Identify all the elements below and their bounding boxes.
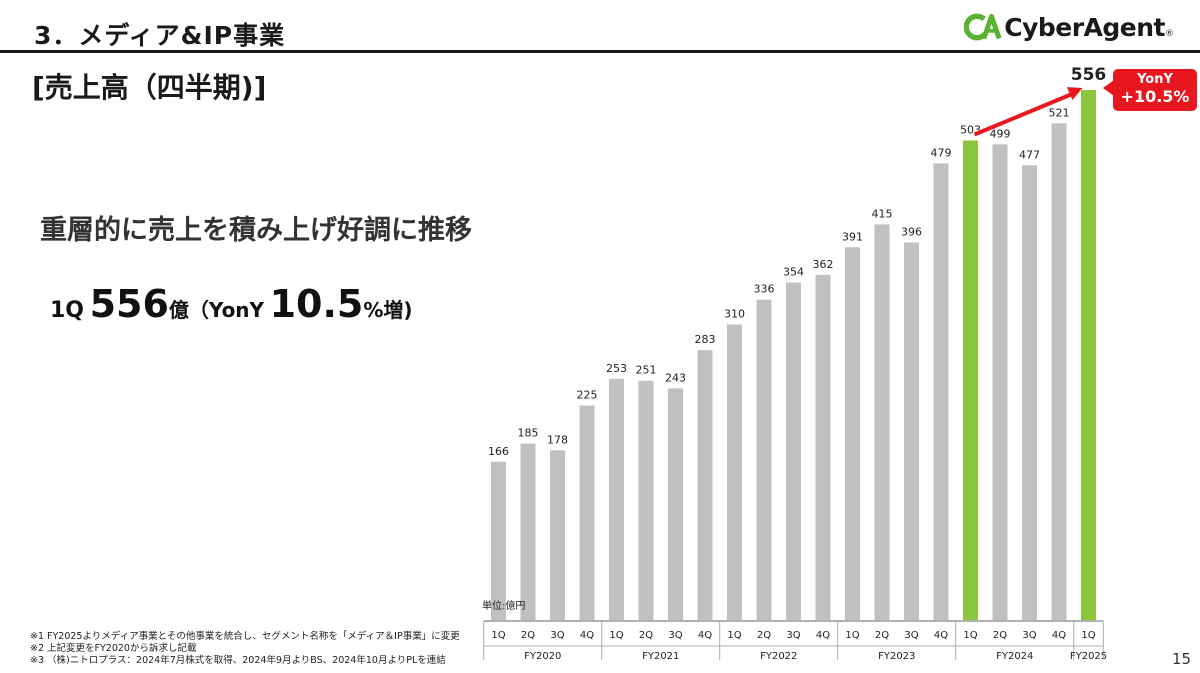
highlight-quarter: 1Q	[50, 298, 85, 323]
yoy-arrow-head	[1066, 87, 1083, 100]
quarter-label-6: 2Q	[639, 630, 653, 641]
footnote-2: ※2 上記変更をFY2020から訴求し記載	[30, 643, 197, 654]
bar-value-label-12: 362	[813, 258, 834, 271]
quarter-label-21: 1Q	[1081, 630, 1095, 641]
section-title: 3．メディア&IP事業	[34, 21, 286, 50]
bar-value-label-7: 243	[665, 371, 686, 384]
quarter-label-17: 1Q	[963, 630, 977, 641]
quarter-label-9: 1Q	[727, 630, 741, 641]
fiscal-year-label-fy2022: FY2022	[760, 651, 797, 662]
page-number: 15	[1172, 650, 1192, 668]
bar-value-label-21: 556	[1071, 65, 1107, 85]
fiscal-year-label-fy2021: FY2021	[642, 651, 679, 662]
bar-14	[874, 224, 890, 620]
footnote-1: ※1 FY2025よりメディア事業とその他事業を統合し、セグメント名称を「メディ…	[30, 631, 460, 642]
yony-badge-label: YonY	[1137, 72, 1173, 87]
bar-8	[697, 350, 713, 620]
bar-4	[579, 405, 595, 620]
yony-badge: YonY +10.5%	[1113, 69, 1197, 111]
bar-value-label-15: 396	[901, 226, 922, 239]
bar-value-label-2: 185	[518, 427, 539, 440]
bar-1	[491, 461, 506, 620]
yony-badge-pointer	[1103, 80, 1114, 96]
bar-21	[1081, 90, 1096, 620]
quarter-label-2: 2Q	[521, 630, 535, 641]
quarter-label-11: 3Q	[786, 630, 800, 641]
bar-10	[756, 299, 772, 620]
cyberagent-logo-mark-icon	[964, 13, 1002, 41]
bar-3	[550, 450, 565, 620]
fiscal-year-label-fy2025: FY2025	[1070, 651, 1107, 662]
bar-19	[1022, 165, 1037, 620]
bar-value-label-10: 336	[754, 283, 775, 296]
highlight-value: 556	[89, 282, 169, 326]
bar-15	[904, 242, 919, 620]
quarter-label-5: 1Q	[609, 630, 623, 641]
yoy-arrow-line	[973, 91, 1076, 137]
fiscal-year-label-fy2024: FY2024	[996, 651, 1033, 662]
title-divider	[0, 50, 1200, 53]
highlight-summary: 1Q 556億（YonY 10.5%増)	[50, 282, 413, 326]
bar-12	[815, 274, 831, 620]
highlight-growth: 10.5	[269, 282, 364, 326]
fiscal-year-label-fy2023: FY2023	[878, 651, 915, 662]
bar-6	[638, 380, 654, 620]
quarter-label-14: 2Q	[875, 630, 889, 641]
highlight-suffix: %増)	[363, 298, 413, 322]
unit-label: 単位:億円	[482, 599, 525, 612]
bar-value-label-11: 354	[783, 266, 804, 279]
quarter-label-8: 4Q	[698, 630, 712, 641]
quarter-label-7: 3Q	[668, 630, 682, 641]
footnotes: ※1 FY2025よりメディア事業とその他事業を統合し、セグメント名称を「メディ…	[30, 631, 460, 667]
bar-value-label-20: 521	[1049, 106, 1070, 119]
quarter-label-16: 4Q	[934, 630, 948, 641]
bar-value-label-18: 499	[990, 127, 1011, 140]
bar-2	[520, 443, 536, 620]
bar-18	[992, 144, 1008, 620]
bar-value-label-14: 415	[872, 207, 893, 220]
bar-value-label-1: 166	[488, 445, 509, 458]
bar-9	[727, 324, 742, 620]
bar-value-label-19: 477	[1019, 148, 1040, 161]
footnote-3: ※3 （株)ニトロプラス：2024年7月株式を取得、2024年9月よりBS、20…	[30, 655, 446, 666]
fiscal-year-label-fy2020: FY2020	[524, 651, 561, 662]
bar-20	[1051, 123, 1067, 620]
quarter-label-3: 3Q	[550, 630, 564, 641]
bar-value-label-4: 225	[577, 389, 598, 402]
highlight-unit: 億（YonY	[168, 298, 265, 322]
quarter-label-20: 4Q	[1052, 630, 1066, 641]
bar-5	[609, 378, 624, 620]
cyberagent-logo: CyberAgent ®	[964, 9, 1174, 45]
quarter-label-1: 1Q	[491, 630, 505, 641]
logo-registered-mark: ®	[1165, 29, 1174, 39]
bar-value-label-13: 391	[842, 230, 863, 243]
lead-statement: 重層的に売上を積み上げ好調に推移	[40, 215, 472, 246]
quarter-label-13: 1Q	[845, 630, 859, 641]
quarter-label-12: 4Q	[816, 630, 830, 641]
bar-16	[933, 163, 949, 620]
bar-value-label-16: 479	[931, 146, 952, 159]
bar-13	[845, 247, 860, 620]
bar-11	[786, 282, 801, 620]
quarter-label-10: 2Q	[757, 630, 771, 641]
quarter-label-15: 3Q	[904, 630, 918, 641]
bar-value-label-5: 253	[606, 362, 627, 375]
bar-17	[963, 140, 978, 620]
quarter-label-19: 3Q	[1022, 630, 1036, 641]
bar-value-label-8: 283	[695, 333, 716, 346]
bar-value-label-6: 251	[636, 364, 657, 377]
yony-badge-value: +10.5%	[1120, 87, 1190, 106]
bar-value-label-3: 178	[547, 433, 568, 446]
slide-heading: [売上高（四半期)]	[32, 71, 267, 104]
logo-text: CyberAgent	[1004, 12, 1165, 42]
bar-value-label-9: 310	[724, 307, 745, 320]
quarter-label-18: 2Q	[993, 630, 1007, 641]
quarter-label-4: 4Q	[580, 630, 594, 641]
bar-7	[668, 388, 683, 620]
